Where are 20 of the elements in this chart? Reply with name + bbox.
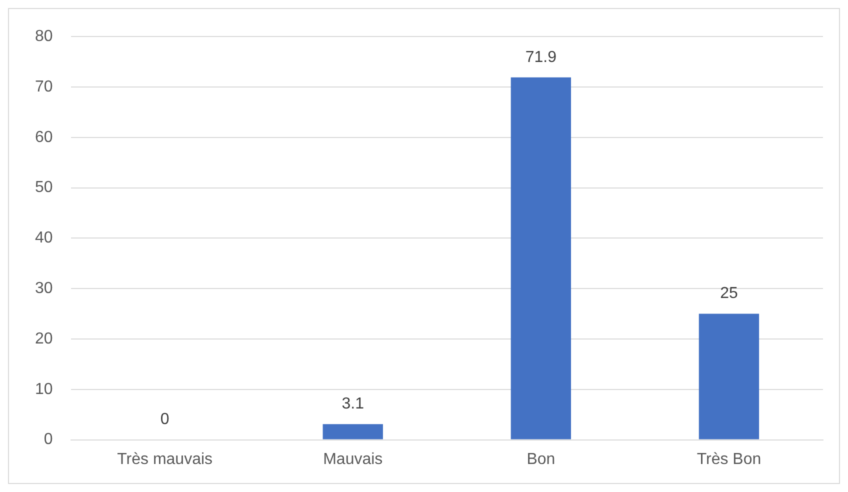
data-label: 71.9 xyxy=(525,48,557,66)
bar xyxy=(322,424,383,440)
x-tick-label: Très mauvais xyxy=(117,450,213,468)
y-tick-label: 40 xyxy=(35,230,53,247)
y-tick-label: 70 xyxy=(35,78,53,96)
data-label: 25 xyxy=(720,285,738,302)
y-tick-label: 50 xyxy=(35,179,53,196)
data-label: 3.1 xyxy=(342,396,364,413)
bar xyxy=(698,314,760,440)
y-tick-label: 80 xyxy=(35,28,53,46)
y-tick-label: 30 xyxy=(35,280,53,298)
y-tick-label: 0 xyxy=(44,431,53,448)
bar xyxy=(510,77,572,440)
x-tick-label: Mauvais xyxy=(323,450,383,468)
y-tick-label: 60 xyxy=(35,128,53,146)
data-label: 0 xyxy=(160,411,170,428)
y-tick-label: 20 xyxy=(35,330,53,348)
y-tick-label: 10 xyxy=(35,380,53,398)
x-tick-label: Bon xyxy=(526,450,556,468)
x-tick-label: Très Bon xyxy=(696,450,762,468)
